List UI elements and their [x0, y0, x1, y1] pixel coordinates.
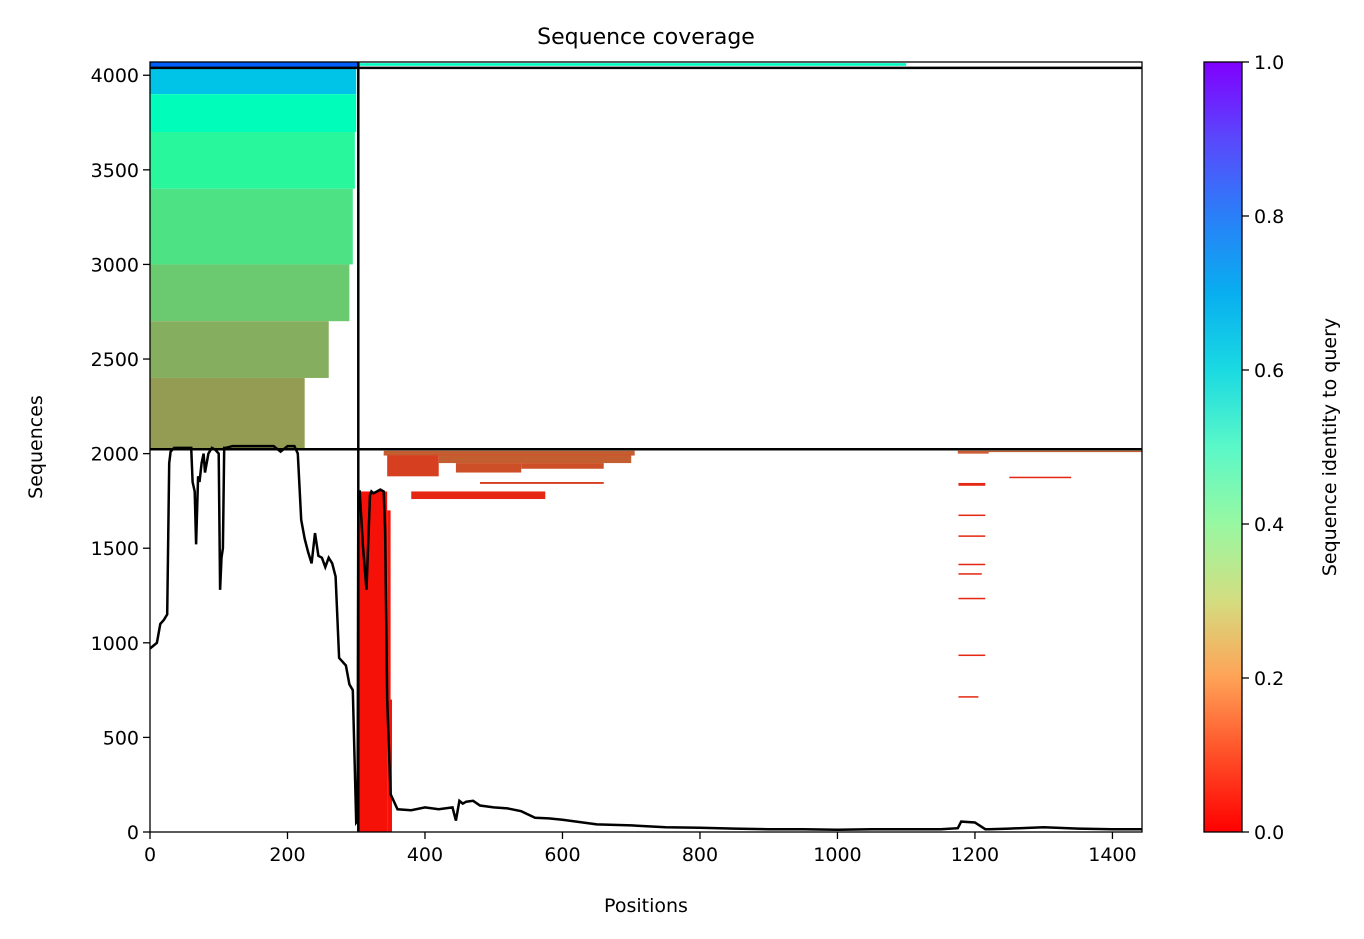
coverage-block: [958, 696, 979, 698]
x-tick-label: 1000: [813, 844, 861, 866]
coverage-block: [438, 455, 632, 464]
coverage-block: [958, 597, 986, 600]
coverage-block: [150, 62, 359, 68]
coverage-block: [411, 491, 546, 500]
x-axis-ticks: 0 200 400 600 800 1000 1200 1400: [144, 832, 1137, 866]
colorbar-tick-label: 0.2: [1254, 668, 1284, 690]
y-tick-label: 0: [127, 822, 139, 844]
coverage-block: [479, 482, 604, 484]
coverage-block: [150, 264, 350, 322]
x-tick-label: 800: [682, 844, 718, 866]
coverage-block: [958, 514, 986, 517]
coverage-block: [521, 463, 604, 469]
coverage-line: [150, 444, 1142, 831]
coverage-block: [150, 188, 353, 265]
coverage-block: [958, 573, 982, 575]
colorbar-tick-label: 0.8: [1254, 206, 1284, 228]
y-tick-label: 1500: [91, 538, 139, 560]
coverage-block: [150, 377, 305, 450]
y-tick-label: 500: [103, 727, 139, 749]
x-tick-label: 600: [544, 844, 580, 866]
colorbar: [1203, 61, 1243, 833]
y-axis-label: Sequences: [25, 395, 47, 499]
plot-frame: [149, 61, 1143, 833]
coverage-block: [383, 450, 635, 455]
coverage-block: [387, 455, 439, 477]
coverage-block: [358, 63, 907, 66]
y-tick-label: 3500: [91, 160, 139, 182]
coverage-block: [150, 67, 357, 95]
y-tick-label: 4000: [91, 65, 139, 87]
coverage-block: [1009, 476, 1072, 479]
colorbar-tick-label: 0.6: [1254, 360, 1284, 382]
x-tick-label: 400: [407, 844, 443, 866]
y-tick-label: 3000: [91, 254, 139, 276]
coverage-block: [150, 321, 329, 378]
x-tick-label: 1200: [951, 844, 999, 866]
x-tick-label: 0: [144, 844, 156, 866]
coverage-block: [957, 450, 1142, 453]
colorbar-tick-label: 0.0: [1254, 822, 1284, 844]
coverage-block: [958, 535, 986, 537]
y-axis-ticks: 0 500 1000 1500 2000 2500 3000 3500 4000: [91, 65, 150, 844]
coverage-block: [957, 452, 989, 454]
coverage-block: [958, 482, 986, 486]
coverage-block: [387, 510, 391, 700]
y-tick-label: 2000: [91, 444, 139, 466]
y-tick-label: 1000: [91, 633, 139, 655]
coverage-block: [150, 94, 357, 132]
coverage-block: [455, 463, 522, 473]
x-tick-label: 200: [269, 844, 305, 866]
y-tick-label: 2500: [91, 349, 139, 371]
chart-title: Sequence coverage: [537, 25, 755, 50]
coverage-block: [958, 654, 986, 657]
colorbar-tick-label: 0.4: [1254, 514, 1284, 536]
colorbar-label: Sequence identity to query: [1319, 318, 1341, 576]
x-axis-label: Positions: [604, 895, 688, 917]
coverage-block: [958, 563, 986, 566]
colorbar-ticks: 0.0 0.2 0.4 0.6 0.8 1.0: [1242, 52, 1284, 844]
colorbar-tick-label: 1.0: [1254, 52, 1284, 74]
coverage-block: [150, 132, 355, 189]
x-tick-label: 1400: [1088, 844, 1136, 866]
